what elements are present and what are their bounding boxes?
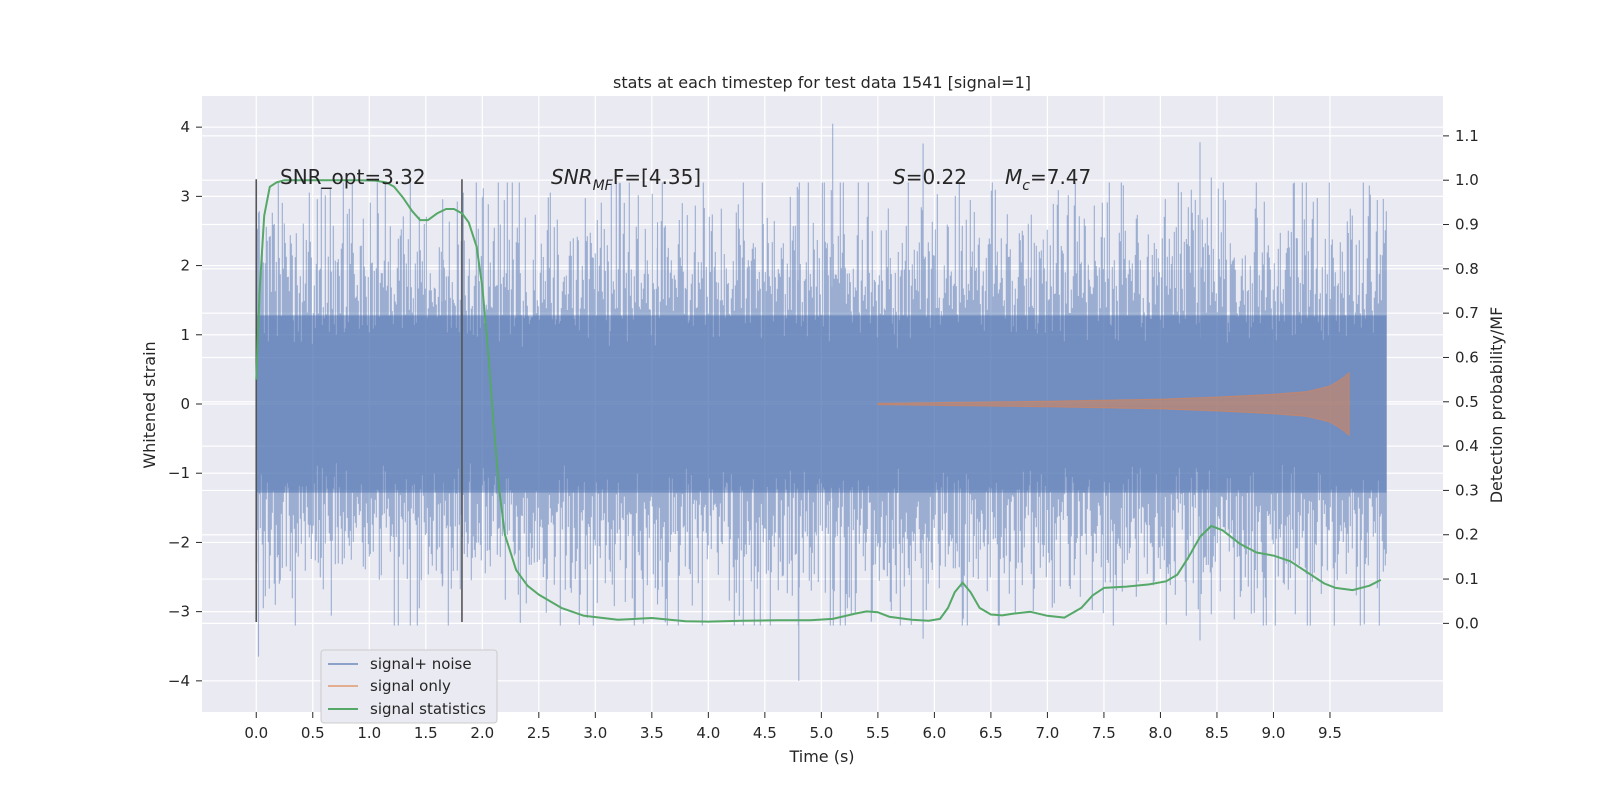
annotation-snr-mf: SNRMFF=[4.35] [551, 165, 701, 194]
y-tick-label: 3 [180, 187, 190, 205]
legend: signal+ noise signal only signal statist… [320, 649, 498, 724]
x-tick-label: 9.5 [1318, 724, 1342, 742]
y2-tick-label: 0.0 [1455, 614, 1479, 632]
x-tick-label: 7.0 [1035, 724, 1059, 742]
x-axis-label: Time (s) [788, 747, 854, 766]
legend-label-signal-noise: signal+ noise [370, 655, 472, 673]
annotations: SNR_opt=3.32 SNRMFF=[4.35] S=0.22 Mc=7.4… [280, 165, 1091, 194]
annotation-mc-main: M [1005, 165, 1022, 189]
annotation-spin-rest: =0.22 [906, 165, 967, 189]
series-signal-statistics [255, 179, 1382, 623]
x-tick-label: 7.5 [1092, 724, 1116, 742]
x-tick-label: 9.0 [1262, 724, 1286, 742]
y2-tick-label: 0.1 [1455, 570, 1479, 588]
x-tick-label: 6.0 [922, 724, 946, 742]
y-tick-label: 4 [180, 118, 190, 136]
legend-box [320, 649, 498, 724]
y2-tick-label: 0.6 [1455, 348, 1479, 366]
annotation-snr-mf-main: SNR [551, 165, 593, 189]
y2-axis-label: Detection probability/MF [1487, 307, 1506, 504]
x-tick-label: 4.0 [696, 724, 720, 742]
x-tick-label: 3.0 [583, 724, 607, 742]
y2-tick-label: 0.4 [1455, 437, 1479, 455]
x-tick-label: 2.5 [527, 724, 551, 742]
x-tick-label: 8.0 [1149, 724, 1173, 742]
annotation-mc-rest: =7.47 [1030, 165, 1091, 189]
y-tick-label: −1 [168, 464, 190, 482]
y2-tick-label: 0.7 [1455, 304, 1479, 322]
y2-tick-label: 0.8 [1455, 260, 1479, 278]
y-tick-label: −4 [168, 672, 190, 690]
y-tick-label: 0 [180, 395, 190, 413]
y2-tick-label: 0.3 [1455, 481, 1479, 499]
annotation-snr-opt: SNR_opt=3.32 [280, 165, 426, 189]
plot-content [255, 123, 1387, 681]
y-tick-label: −2 [168, 533, 190, 551]
annotation-snr-mf-sub: MF [593, 178, 614, 194]
x-tick-label: 1.5 [414, 724, 438, 742]
y2-tick-label: 1.0 [1455, 171, 1479, 189]
x-axis: 0.0 0.5 1.0 1.5 2.0 2.5 3.0 3.5 4.0 4.5 5.0 5.5 6.0 6… [244, 712, 1342, 742]
y2-tick-label: 1.1 [1455, 127, 1479, 145]
y2-tick-label: 0.5 [1455, 393, 1479, 411]
y-axis-right: 0.0 0.1 0.2 0.3 0.4 0.5 0.6 0.7 0.8 0.9 1.0 1.1 [1443, 127, 1479, 632]
annotation-mc-sub: c [1022, 178, 1030, 194]
x-tick-label: 5.5 [866, 724, 890, 742]
x-tick-label: 0.5 [301, 724, 325, 742]
series-signal-only [877, 371, 1350, 437]
y-tick-label: 1 [180, 326, 190, 344]
annotation-chirp-mass: Mc=7.47 [1005, 165, 1091, 194]
x-tick-label: 5.0 [809, 724, 833, 742]
x-tick-label: 0.0 [244, 724, 268, 742]
y2-tick-label: 0.9 [1455, 216, 1479, 234]
x-tick-label: 6.5 [979, 724, 1003, 742]
y2-tick-label: 0.2 [1455, 526, 1479, 544]
y-axis-left: −4 −3 −2 −1 0 1 2 3 4 [168, 118, 202, 690]
x-tick-label: 2.0 [470, 724, 494, 742]
legend-label-signal-only: signal only [370, 677, 451, 695]
y-tick-label: 2 [180, 257, 190, 275]
annotation-spin-main: S [893, 165, 906, 189]
y-axis-label: Whitened strain [140, 341, 159, 468]
x-tick-label: 3.5 [640, 724, 664, 742]
y-tick-label: −3 [168, 603, 190, 621]
annotation-spin: S=0.22 [893, 165, 967, 189]
annotation-snr-mf-rest: F=[4.35] [613, 165, 701, 189]
x-tick-label: 1.0 [357, 724, 381, 742]
legend-label-signal-statistics: signal statistics [370, 700, 486, 718]
x-tick-label: 4.5 [753, 724, 777, 742]
chart-title: stats at each timestep for test data 154… [613, 73, 1031, 92]
x-tick-label: 8.5 [1205, 724, 1229, 742]
